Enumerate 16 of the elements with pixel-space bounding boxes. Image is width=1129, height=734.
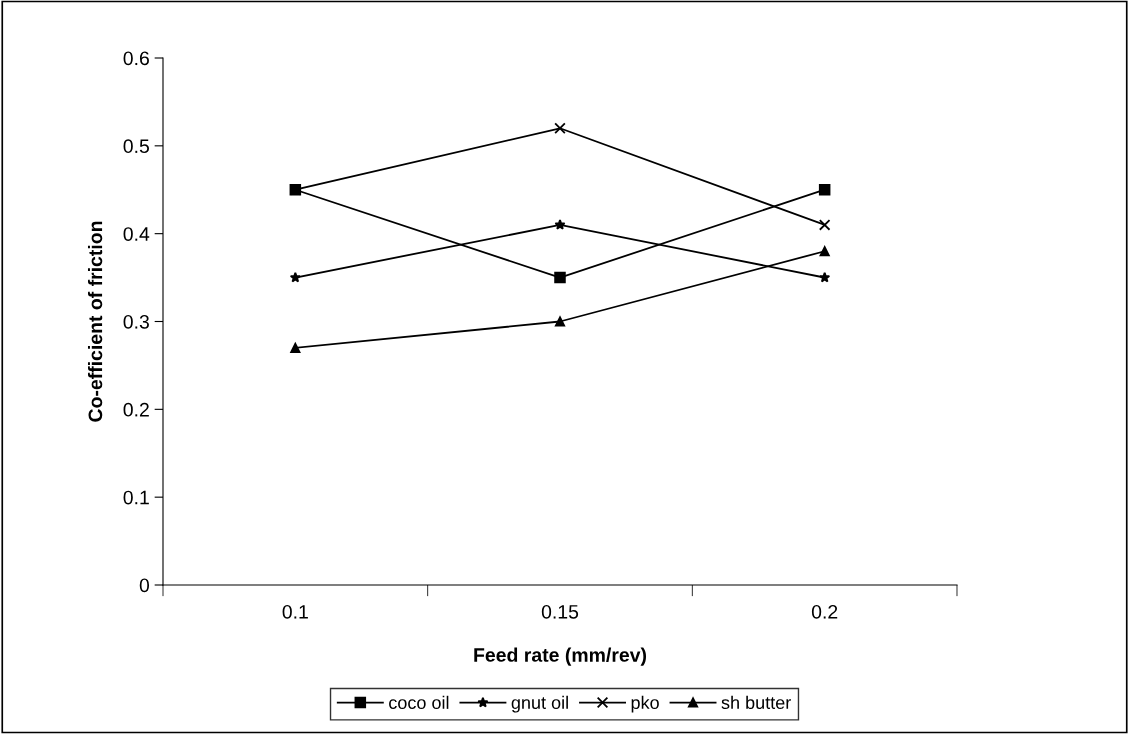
legend-label: gnut oil xyxy=(511,695,568,713)
x-axis-title: Feed rate (mm/rev) xyxy=(474,647,647,666)
legend-label: coco oil xyxy=(389,695,449,710)
y-tick-label: 0.3 xyxy=(123,314,149,329)
legend-label: sh butter xyxy=(721,695,791,710)
legend-label: pko xyxy=(631,695,659,713)
y-axis-title: Co-efficient of friction xyxy=(87,221,103,422)
y-tick-label: 0.2 xyxy=(123,402,149,417)
y-tick-label: 0.1 xyxy=(123,490,149,505)
x-tick-label: 0.15 xyxy=(541,604,579,619)
x-tick-label: 0.1 xyxy=(282,604,308,619)
y-tick-label: 0 xyxy=(139,578,150,593)
y-tick-label: 0.5 xyxy=(123,139,149,154)
x-tick-label: 0.2 xyxy=(811,604,838,619)
y-tick-label: 0.6 xyxy=(123,51,149,66)
y-tick-label: 0.4 xyxy=(123,227,150,241)
